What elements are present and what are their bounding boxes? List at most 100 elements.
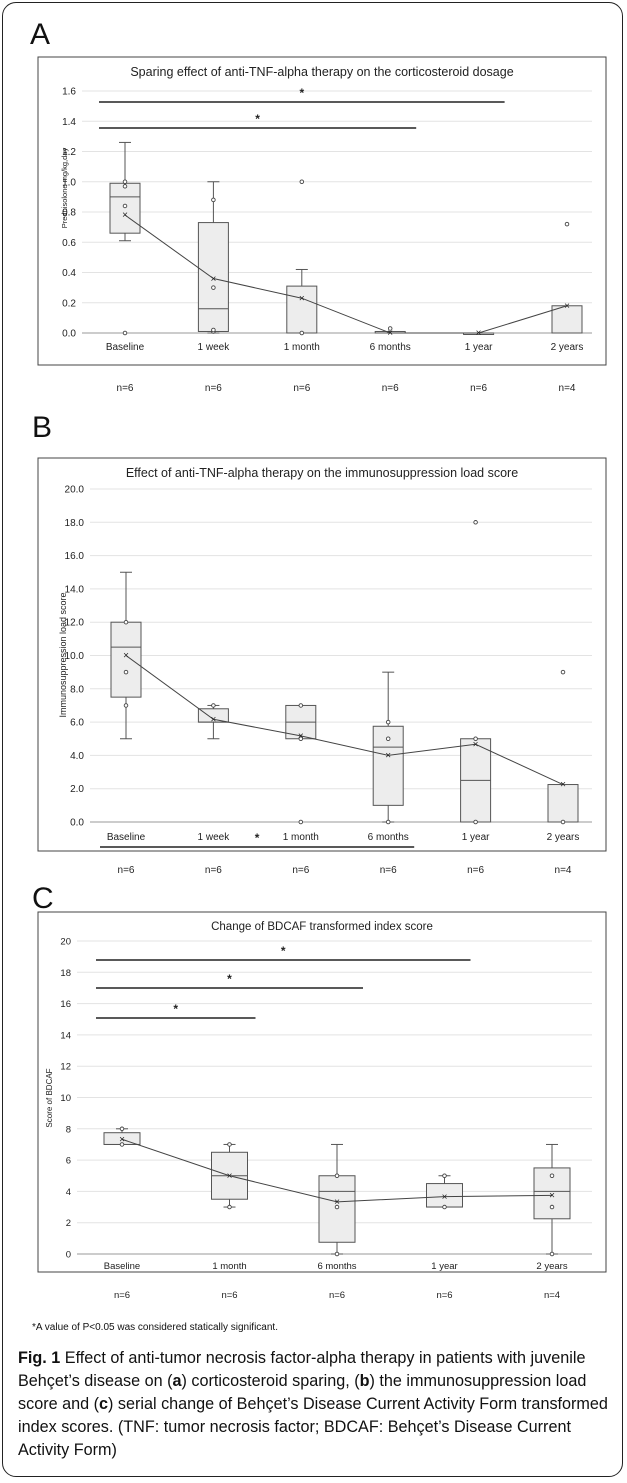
- x-tick-label: 1 year: [465, 342, 493, 353]
- caption-text-2: ) corticosteroid sparing, (: [181, 1372, 360, 1390]
- data-point: [298, 736, 304, 742]
- mean-line: [124, 214, 568, 334]
- significance-star: *: [255, 831, 260, 845]
- n-label: n=6: [329, 1290, 345, 1301]
- y-tick-label: 6.0: [70, 718, 84, 729]
- data-point: [227, 1204, 232, 1210]
- n-label: n=6: [118, 865, 135, 876]
- y-tick-label: 18.0: [65, 518, 85, 529]
- data-point: [299, 330, 305, 336]
- box-iqr: [110, 621, 142, 698]
- n-label: n=4: [559, 383, 576, 394]
- n-label: n=6: [436, 1290, 452, 1301]
- mean-marker: ×: [476, 328, 482, 339]
- data-point: [560, 669, 566, 675]
- box-1: [197, 181, 229, 334]
- caption-text-3: ) the immunosuppression load score and (: [18, 1372, 587, 1413]
- y-tick-label: 1.2: [62, 147, 76, 158]
- significance-star: *: [281, 944, 286, 958]
- y-tick-label: 0.2: [62, 298, 76, 309]
- data-point: [473, 819, 478, 825]
- x-tick-label: 1 year: [431, 1261, 457, 1272]
- y-tick-label: 0.6: [62, 238, 76, 249]
- y-tick-label: 20.0: [65, 485, 85, 496]
- data-point: [123, 669, 129, 675]
- box-0: [103, 1126, 141, 1147]
- n-label: n=4: [544, 1290, 560, 1301]
- data-point: [211, 327, 216, 333]
- box-0: [110, 571, 142, 740]
- chart-frame: [37, 911, 607, 1273]
- mean-marker: ×: [119, 1134, 125, 1145]
- data-point: [123, 703, 129, 708]
- mean-line: [121, 1138, 553, 1203]
- x-tick-label: 6 months: [368, 832, 409, 843]
- x-tick-label: Baseline: [106, 342, 145, 353]
- mean-marker: ×: [334, 1197, 340, 1208]
- caption-ref-c: c: [98, 1395, 108, 1413]
- n-label: n=6: [205, 383, 222, 394]
- mean-line: [125, 655, 564, 785]
- data-point: [549, 1173, 555, 1178]
- n-label: n=6: [382, 383, 399, 394]
- data-point: [334, 1204, 340, 1210]
- n-label: n=4: [555, 865, 572, 876]
- y-axis-label: Prednisolone mg/kg,day: [60, 148, 69, 229]
- mean-marker: ×: [122, 210, 128, 221]
- mean-marker: ×: [473, 739, 479, 750]
- chart-frame: [37, 56, 607, 366]
- box-iqr: [551, 305, 583, 334]
- y-tick-label: 1.4: [62, 117, 76, 128]
- significance-star: *: [173, 1002, 178, 1016]
- data-point: [549, 1204, 555, 1210]
- box-1: [197, 703, 229, 740]
- y-tick-label: 16.0: [65, 551, 85, 562]
- y-tick-label: 6: [66, 1156, 71, 1167]
- mean-marker: ×: [227, 1171, 233, 1182]
- y-tick-label: 12.0: [65, 618, 85, 629]
- x-tick-label: Baseline: [104, 1261, 140, 1272]
- data-point: [119, 1126, 125, 1132]
- mean-marker: ×: [387, 328, 393, 339]
- box-4: [533, 1143, 571, 1257]
- data-point: [385, 719, 391, 725]
- y-tick-label: 4.0: [70, 751, 84, 762]
- y-tick-label: 0.8: [62, 208, 76, 219]
- data-point: [473, 736, 478, 742]
- y-tick-label: 0.4: [62, 268, 76, 279]
- data-point: [564, 221, 570, 227]
- x-tick-label: 2 years: [547, 832, 580, 843]
- y-tick-label: 4: [66, 1187, 71, 1198]
- n-label: n=6: [114, 1290, 130, 1301]
- box-5: [547, 669, 579, 825]
- y-axis-label: Immunosuppression load score: [58, 592, 68, 717]
- chart-title: Effect of anti-TNF-alpha therapy on the …: [126, 466, 518, 480]
- n-label: n=6: [292, 865, 309, 876]
- data-point: [442, 1204, 447, 1210]
- x-tick-label: Baseline: [107, 832, 146, 843]
- y-tick-label: 2.0: [70, 784, 84, 795]
- panel-label-a: A: [30, 18, 51, 51]
- data-point: [122, 203, 128, 209]
- data-point: [334, 1173, 340, 1178]
- data-point: [211, 703, 216, 708]
- figure-caption: Fig. 1 Effect of anti-tumor necrosis fac…: [18, 1347, 613, 1462]
- y-tick-label: 18: [60, 968, 71, 979]
- y-tick-label: 1.0: [62, 177, 76, 188]
- y-tick-label: 0.0: [62, 329, 76, 340]
- data-point: [123, 619, 129, 625]
- chart-1-group: Effect of anti-TNF-alpha therapy on the …: [37, 457, 607, 876]
- x-tick-label: 6 months: [370, 342, 411, 353]
- x-tick-label: 1 week: [198, 832, 231, 843]
- data-point: [334, 1251, 340, 1257]
- data-point: [560, 819, 566, 825]
- caption-text-1: Effect of anti-tumor necrosis factor-alp…: [18, 1349, 586, 1390]
- x-tick-label: 2 years: [536, 1261, 567, 1272]
- box-iqr: [197, 222, 229, 332]
- data-point: [211, 197, 216, 203]
- panel-label-b: B: [32, 411, 53, 444]
- box-0: [109, 141, 141, 336]
- x-tick-label: 1 year: [462, 832, 490, 843]
- mean-marker: ×: [299, 293, 305, 304]
